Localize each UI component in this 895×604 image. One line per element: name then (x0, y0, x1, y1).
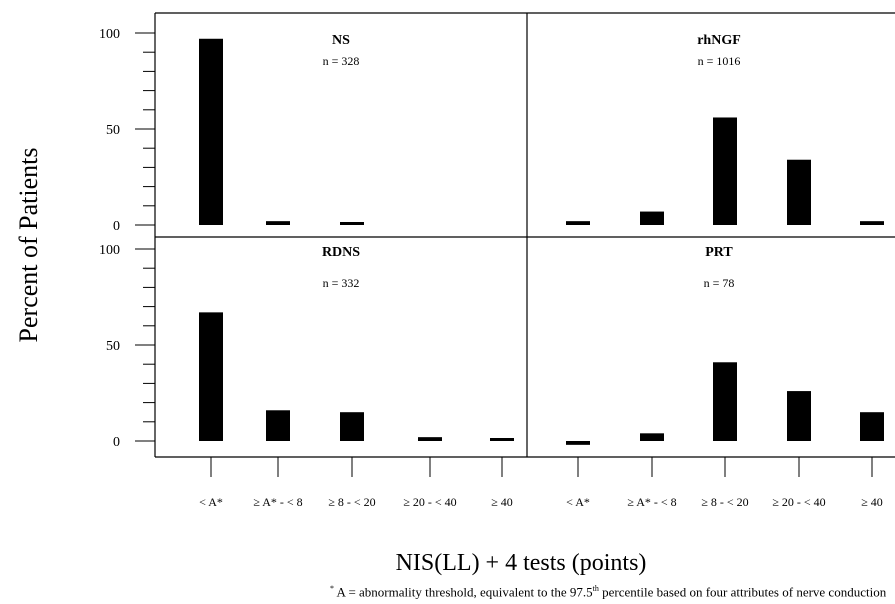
panels: NS n = 328 rhNGF n = 1016 RDNS n = 332 PRT n = … (322, 33, 741, 290)
panel-n-label: n = 332 (323, 276, 360, 290)
y-tick-label: 100 (99, 27, 120, 42)
axes (135, 12, 895, 477)
panel-title: RDNS (322, 245, 360, 260)
panel-title: PRT (705, 245, 733, 260)
y-tick-label: 50 (106, 339, 120, 354)
footnote-text-a: A = abnormality threshold, equivalent to… (334, 584, 593, 600)
bar (787, 391, 811, 441)
footnote-text-b: percentile based on four attributes of n… (598, 584, 887, 600)
bar (787, 159, 811, 225)
bar (199, 312, 223, 441)
x-tick-label: ≥ 8 - < 20 (328, 495, 375, 509)
panel-title: rhNGF (697, 33, 741, 48)
y-tick-label: 0 (113, 435, 120, 450)
bar (566, 441, 590, 445)
bar (566, 221, 590, 225)
y-tick-label: 0 (113, 219, 120, 234)
bar (713, 117, 737, 225)
bar (490, 438, 514, 441)
x-axis-label: NIS(LL) + 4 tests (points) (396, 550, 647, 576)
footnote-sup: th (592, 584, 599, 593)
x-tick-label: ≥ A* - < 8 (627, 495, 676, 509)
bars (199, 38, 884, 445)
bar (199, 38, 223, 226)
footnote-marker: * (330, 584, 334, 593)
bar (340, 222, 364, 225)
bar (860, 221, 884, 225)
x-tick-label: ≥ 20 - < 40 (772, 495, 825, 509)
bar (640, 433, 664, 441)
panel-n-label: n = 78 (704, 276, 735, 290)
panel-title: NS (332, 33, 350, 48)
x-tick-label: < A* (199, 495, 223, 509)
x-tick-label: ≥ A* - < 8 (253, 495, 302, 509)
bar (640, 211, 664, 225)
x-tick-label: ≥ 40 (491, 495, 513, 509)
x-tick-label: ≥ 40 (861, 495, 883, 509)
x-tick-label: ≥ 8 - < 20 (701, 495, 748, 509)
x-tick-label: < A* (566, 495, 590, 509)
panel-n-label: n = 1016 (698, 54, 741, 68)
footnote: * A = abnormality threshold, equivalent … (330, 584, 886, 600)
bar (340, 412, 364, 441)
panel-n-label: n = 328 (323, 54, 360, 68)
x-tick-label: ≥ 20 - < 40 (403, 495, 456, 509)
bar (418, 437, 442, 441)
bar (713, 362, 737, 441)
bar (266, 410, 290, 441)
y-axis-label: Percent of Patients (14, 148, 43, 343)
bar (266, 221, 290, 225)
labels: 0 50 100 0 50 100 < A* ≥ A* - < 8 ≥ 8 - < 20 ≥ 20… (99, 27, 883, 509)
bar (860, 412, 884, 441)
y-tick-label: 100 (99, 243, 120, 258)
y-tick-label: 50 (106, 123, 120, 138)
